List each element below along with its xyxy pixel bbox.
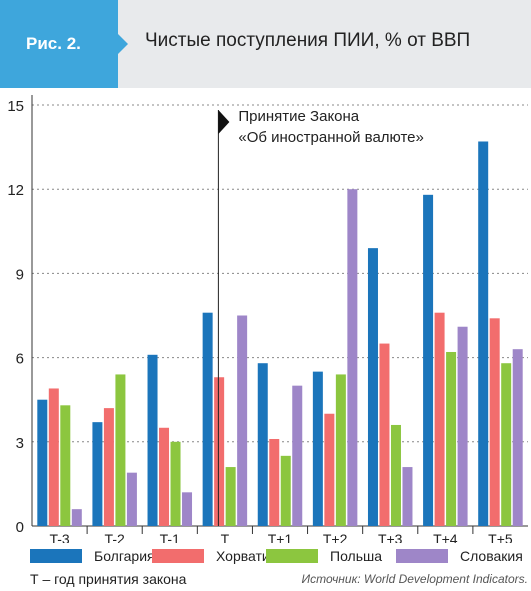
- y-tick-label: 0: [16, 519, 24, 536]
- bar: [202, 312, 213, 526]
- bar: [512, 349, 523, 526]
- legend-item: Польша: [266, 548, 382, 564]
- bar: [115, 374, 126, 526]
- bar: [434, 312, 445, 526]
- bar: [257, 363, 268, 526]
- bar: [71, 509, 82, 526]
- bar: [478, 141, 489, 526]
- legend-item: Словакия: [396, 548, 523, 564]
- bar: [225, 467, 236, 526]
- legend-item: Хорватия: [152, 548, 277, 564]
- legend-swatch: [266, 549, 318, 563]
- bar: [269, 438, 280, 526]
- bar: [312, 371, 323, 526]
- bar: [501, 363, 512, 526]
- bar: [126, 472, 137, 526]
- x-tick-label: T-1: [160, 531, 180, 543]
- bar: [423, 194, 434, 526]
- figure-title: Чистые поступления ПИИ, % от ВВП: [145, 30, 471, 51]
- legend-item: Болгария: [30, 548, 155, 564]
- bar: [347, 189, 358, 526]
- bar: [147, 354, 158, 526]
- x-tick-label: T-2: [105, 531, 125, 543]
- bar: [446, 351, 457, 526]
- bar: [182, 492, 193, 526]
- bar: [489, 318, 500, 526]
- figure-tag-arrow: [118, 34, 128, 54]
- bar-chart: 0 3 6 9 12 15 T-3 T-2 T-1 T T+1 T+2 T+3 T+4 T+5 Приняти…: [7, 95, 528, 543]
- legend-label: Хорватия: [216, 548, 278, 564]
- bar: [103, 408, 114, 526]
- bar: [367, 248, 378, 526]
- bar: [92, 422, 103, 526]
- legend-label: Болгария: [94, 548, 155, 564]
- y-tick-label: 9: [16, 266, 24, 283]
- bar: [48, 388, 59, 526]
- legend: Болгария Хорватия Польша Словакия: [30, 548, 530, 566]
- legend-swatch: [396, 549, 448, 563]
- bar: [60, 405, 71, 526]
- annotation-marker: [218, 110, 230, 134]
- legend-swatch: [152, 549, 204, 563]
- figure-tag: Рис. 2.: [0, 0, 118, 88]
- x-tick-label: T+3: [378, 531, 403, 543]
- bar: [280, 455, 291, 526]
- legend-swatch: [30, 549, 82, 563]
- bar: [237, 315, 248, 526]
- bar: [402, 467, 413, 526]
- source-note: Источник: World Development Indicators.: [301, 572, 528, 586]
- bar: [292, 385, 303, 526]
- x-tick-label: T+4: [433, 531, 458, 543]
- bar: [159, 427, 170, 526]
- x-tick-label: T-3: [49, 531, 69, 543]
- annotation-label: Принятие Закона: [238, 108, 359, 125]
- y-tick-label: 6: [16, 351, 24, 368]
- bar: [324, 413, 335, 526]
- bar: [37, 399, 48, 526]
- y-tick-label: 12: [7, 182, 24, 199]
- x-tick-label: T+5: [488, 531, 513, 543]
- bar: [457, 326, 468, 526]
- bar: [379, 343, 390, 526]
- footnote: Т – год принятия закона: [30, 571, 187, 587]
- annotation-label: «Об иностранной валюте»: [238, 129, 424, 146]
- bar: [170, 441, 181, 526]
- x-tick-label: T+1: [268, 531, 293, 543]
- x-tick-label: T+2: [323, 531, 348, 543]
- y-tick-label: 3: [16, 435, 24, 452]
- bar: [335, 374, 346, 526]
- legend-label: Польша: [330, 548, 383, 564]
- bar: [390, 424, 401, 526]
- x-tick-label: T: [221, 531, 230, 543]
- legend-label: Словакия: [460, 548, 523, 564]
- y-tick-label: 15: [7, 98, 24, 115]
- bar: [214, 377, 225, 526]
